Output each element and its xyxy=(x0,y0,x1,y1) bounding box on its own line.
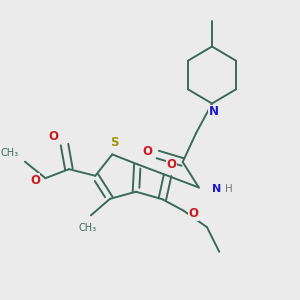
Text: N: N xyxy=(212,184,221,194)
Text: O: O xyxy=(30,174,40,187)
Text: N: N xyxy=(208,105,218,119)
Text: O: O xyxy=(48,130,59,143)
Text: S: S xyxy=(110,136,119,149)
Text: O: O xyxy=(166,158,176,171)
Text: H: H xyxy=(225,184,233,194)
Text: O: O xyxy=(189,207,199,220)
Text: CH₃: CH₃ xyxy=(78,223,96,233)
Text: O: O xyxy=(142,145,152,158)
Text: CH₃: CH₃ xyxy=(1,148,19,158)
